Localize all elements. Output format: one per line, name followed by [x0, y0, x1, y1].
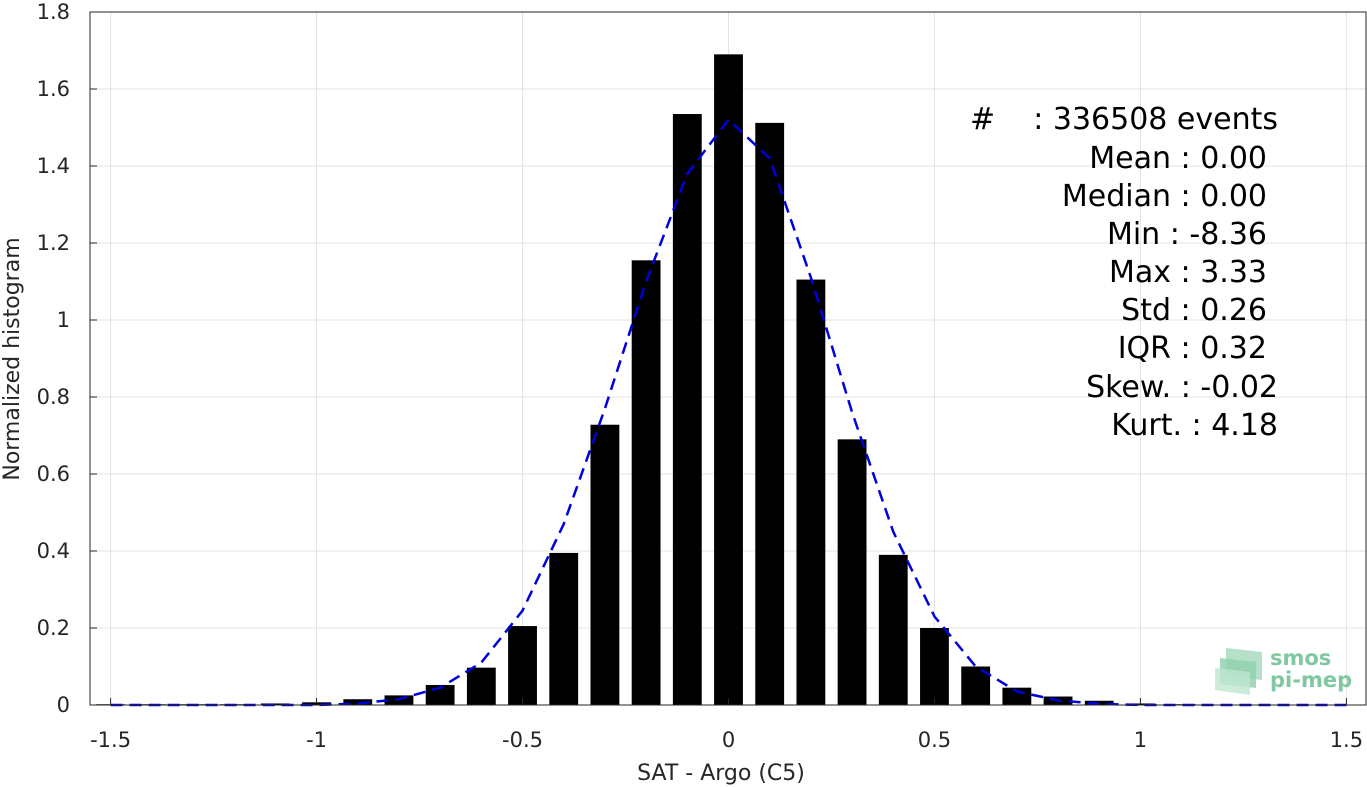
- stat-mean: Mean : 0.00: [1089, 141, 1267, 176]
- y-axis-label: Normalized histogram: [0, 237, 25, 480]
- stat-std: Std : 0.26: [1121, 293, 1267, 328]
- y-tick-label: 0: [57, 693, 70, 717]
- histogram-bars: [96, 54, 1361, 706]
- histogram-bar: [837, 439, 867, 705]
- y-tick-label: 1.2: [37, 231, 70, 255]
- x-tick-label: 1.5: [1330, 728, 1363, 752]
- y-tick-label: 1.6: [37, 77, 70, 101]
- histogram-bar: [260, 703, 290, 705]
- y-tick-label: 0.4: [37, 539, 70, 563]
- y-tick-label: 1: [57, 308, 70, 332]
- stat-events: : 336508 events: [1033, 102, 1278, 137]
- logo-text-smos: smos: [1270, 646, 1331, 670]
- x-axis-ticks: -1.5 -1 -0.5 0 0.5 1 1.5: [90, 698, 1363, 752]
- stats-box: # : 336508 events Mean : 0.00 Median : 0…: [970, 102, 1278, 443]
- histogram-bar: [343, 699, 373, 705]
- logo-text-pimep: pi-mep: [1270, 668, 1352, 692]
- histogram-bar: [920, 628, 949, 705]
- y-tick-label: 1.8: [37, 0, 70, 24]
- histogram-bar: [714, 54, 743, 706]
- histogram-bar: [672, 114, 702, 705]
- histogram-bar: [466, 667, 496, 705]
- stat-events-hash: #: [970, 102, 995, 137]
- stat-median: Median : 0.00: [1062, 179, 1267, 214]
- smos-pimep-logo: smos pi-mep: [1215, 646, 1352, 695]
- histogram-bar: [549, 552, 579, 705]
- y-axis-ticks: 0 0.2 0.4 0.6 0.8 1 1.2 1.4 1.6 1.8: [37, 0, 97, 717]
- y-tick-label: 0.2: [37, 616, 70, 640]
- stat-min: Min : -8.36: [1107, 217, 1267, 252]
- x-tick-label: -1.5: [90, 728, 131, 752]
- x-axis-label: SAT - Argo (C5): [637, 761, 805, 786]
- x-tick-label: 0: [722, 728, 735, 752]
- x-tick-label: -1: [306, 728, 327, 752]
- histogram-bar: [796, 279, 826, 705]
- stat-kurt: Kurt. : 4.18: [1111, 408, 1278, 443]
- x-tick-label: 1: [1134, 728, 1147, 752]
- logo-emblem-icon: [1215, 648, 1262, 695]
- histogram-bar: [590, 424, 620, 705]
- stat-max: Max : 3.33: [1109, 255, 1267, 290]
- histogram-bar: [755, 122, 785, 705]
- x-tick-label: -0.5: [502, 728, 543, 752]
- histogram-bar: [631, 260, 661, 705]
- y-tick-label: 0.8: [37, 385, 70, 409]
- stat-iqr: IQR : 0.32: [1118, 331, 1267, 366]
- y-tick-label: 1.4: [37, 154, 70, 178]
- histogram-bar: [508, 626, 537, 705]
- x-tick-label: 0.5: [918, 728, 951, 752]
- y-tick-label: 0.6: [37, 462, 70, 486]
- histogram-bar: [878, 554, 908, 705]
- stat-skew: Skew. : -0.02: [1086, 370, 1278, 405]
